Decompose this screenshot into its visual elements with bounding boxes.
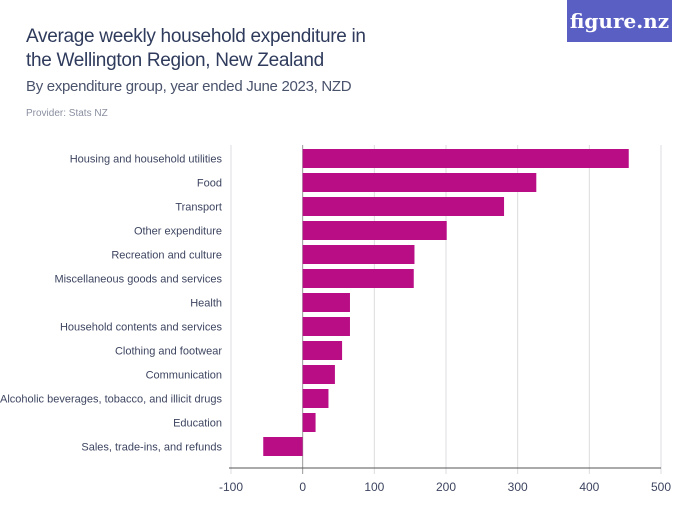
category-label: Other expenditure bbox=[134, 226, 222, 238]
bar bbox=[302, 245, 415, 264]
category-label: Sales, trade-ins, and refunds bbox=[81, 442, 222, 454]
bar bbox=[302, 221, 447, 240]
x-tick-label: 400 bbox=[579, 480, 599, 494]
bar bbox=[302, 293, 350, 312]
bar bbox=[302, 269, 414, 288]
category-label: Household contents and services bbox=[60, 322, 223, 334]
x-tick-label: 100 bbox=[364, 480, 384, 494]
chart-title: Average weekly household expenditure in … bbox=[26, 26, 366, 71]
category-label: Food bbox=[197, 178, 222, 190]
category-label: Alcoholic beverages, tobacco, and illici… bbox=[0, 394, 222, 406]
x-tick-label: 500 bbox=[651, 480, 671, 494]
category-label: Miscellaneous goods and services bbox=[54, 274, 222, 286]
provider-label: Provider: Stats NZ bbox=[26, 108, 108, 119]
bar bbox=[302, 149, 629, 168]
category-label: Clothing and footwear bbox=[115, 346, 222, 358]
chart-subtitle: By expenditure group, year ended June 20… bbox=[26, 78, 352, 95]
category-label: Recreation and culture bbox=[111, 250, 222, 262]
category-label: Housing and household utilities bbox=[70, 154, 223, 166]
x-tick-label: 200 bbox=[436, 480, 456, 494]
x-tick-label: 0 bbox=[299, 480, 306, 494]
bar bbox=[302, 317, 350, 336]
category-label: Health bbox=[190, 298, 222, 310]
bar bbox=[263, 437, 303, 456]
bar bbox=[302, 389, 329, 408]
bar bbox=[302, 413, 316, 432]
figure-nz-logo[interactable]: figure.nz bbox=[567, 0, 672, 42]
bar bbox=[302, 197, 505, 216]
x-tick-label: 300 bbox=[508, 480, 528, 494]
bar bbox=[302, 173, 537, 192]
bar bbox=[302, 341, 343, 360]
category-label: Education bbox=[173, 418, 222, 430]
category-label: Communication bbox=[146, 370, 222, 382]
x-tick-label: -100 bbox=[219, 480, 243, 494]
category-label: Transport bbox=[175, 202, 222, 214]
bar bbox=[302, 365, 335, 384]
